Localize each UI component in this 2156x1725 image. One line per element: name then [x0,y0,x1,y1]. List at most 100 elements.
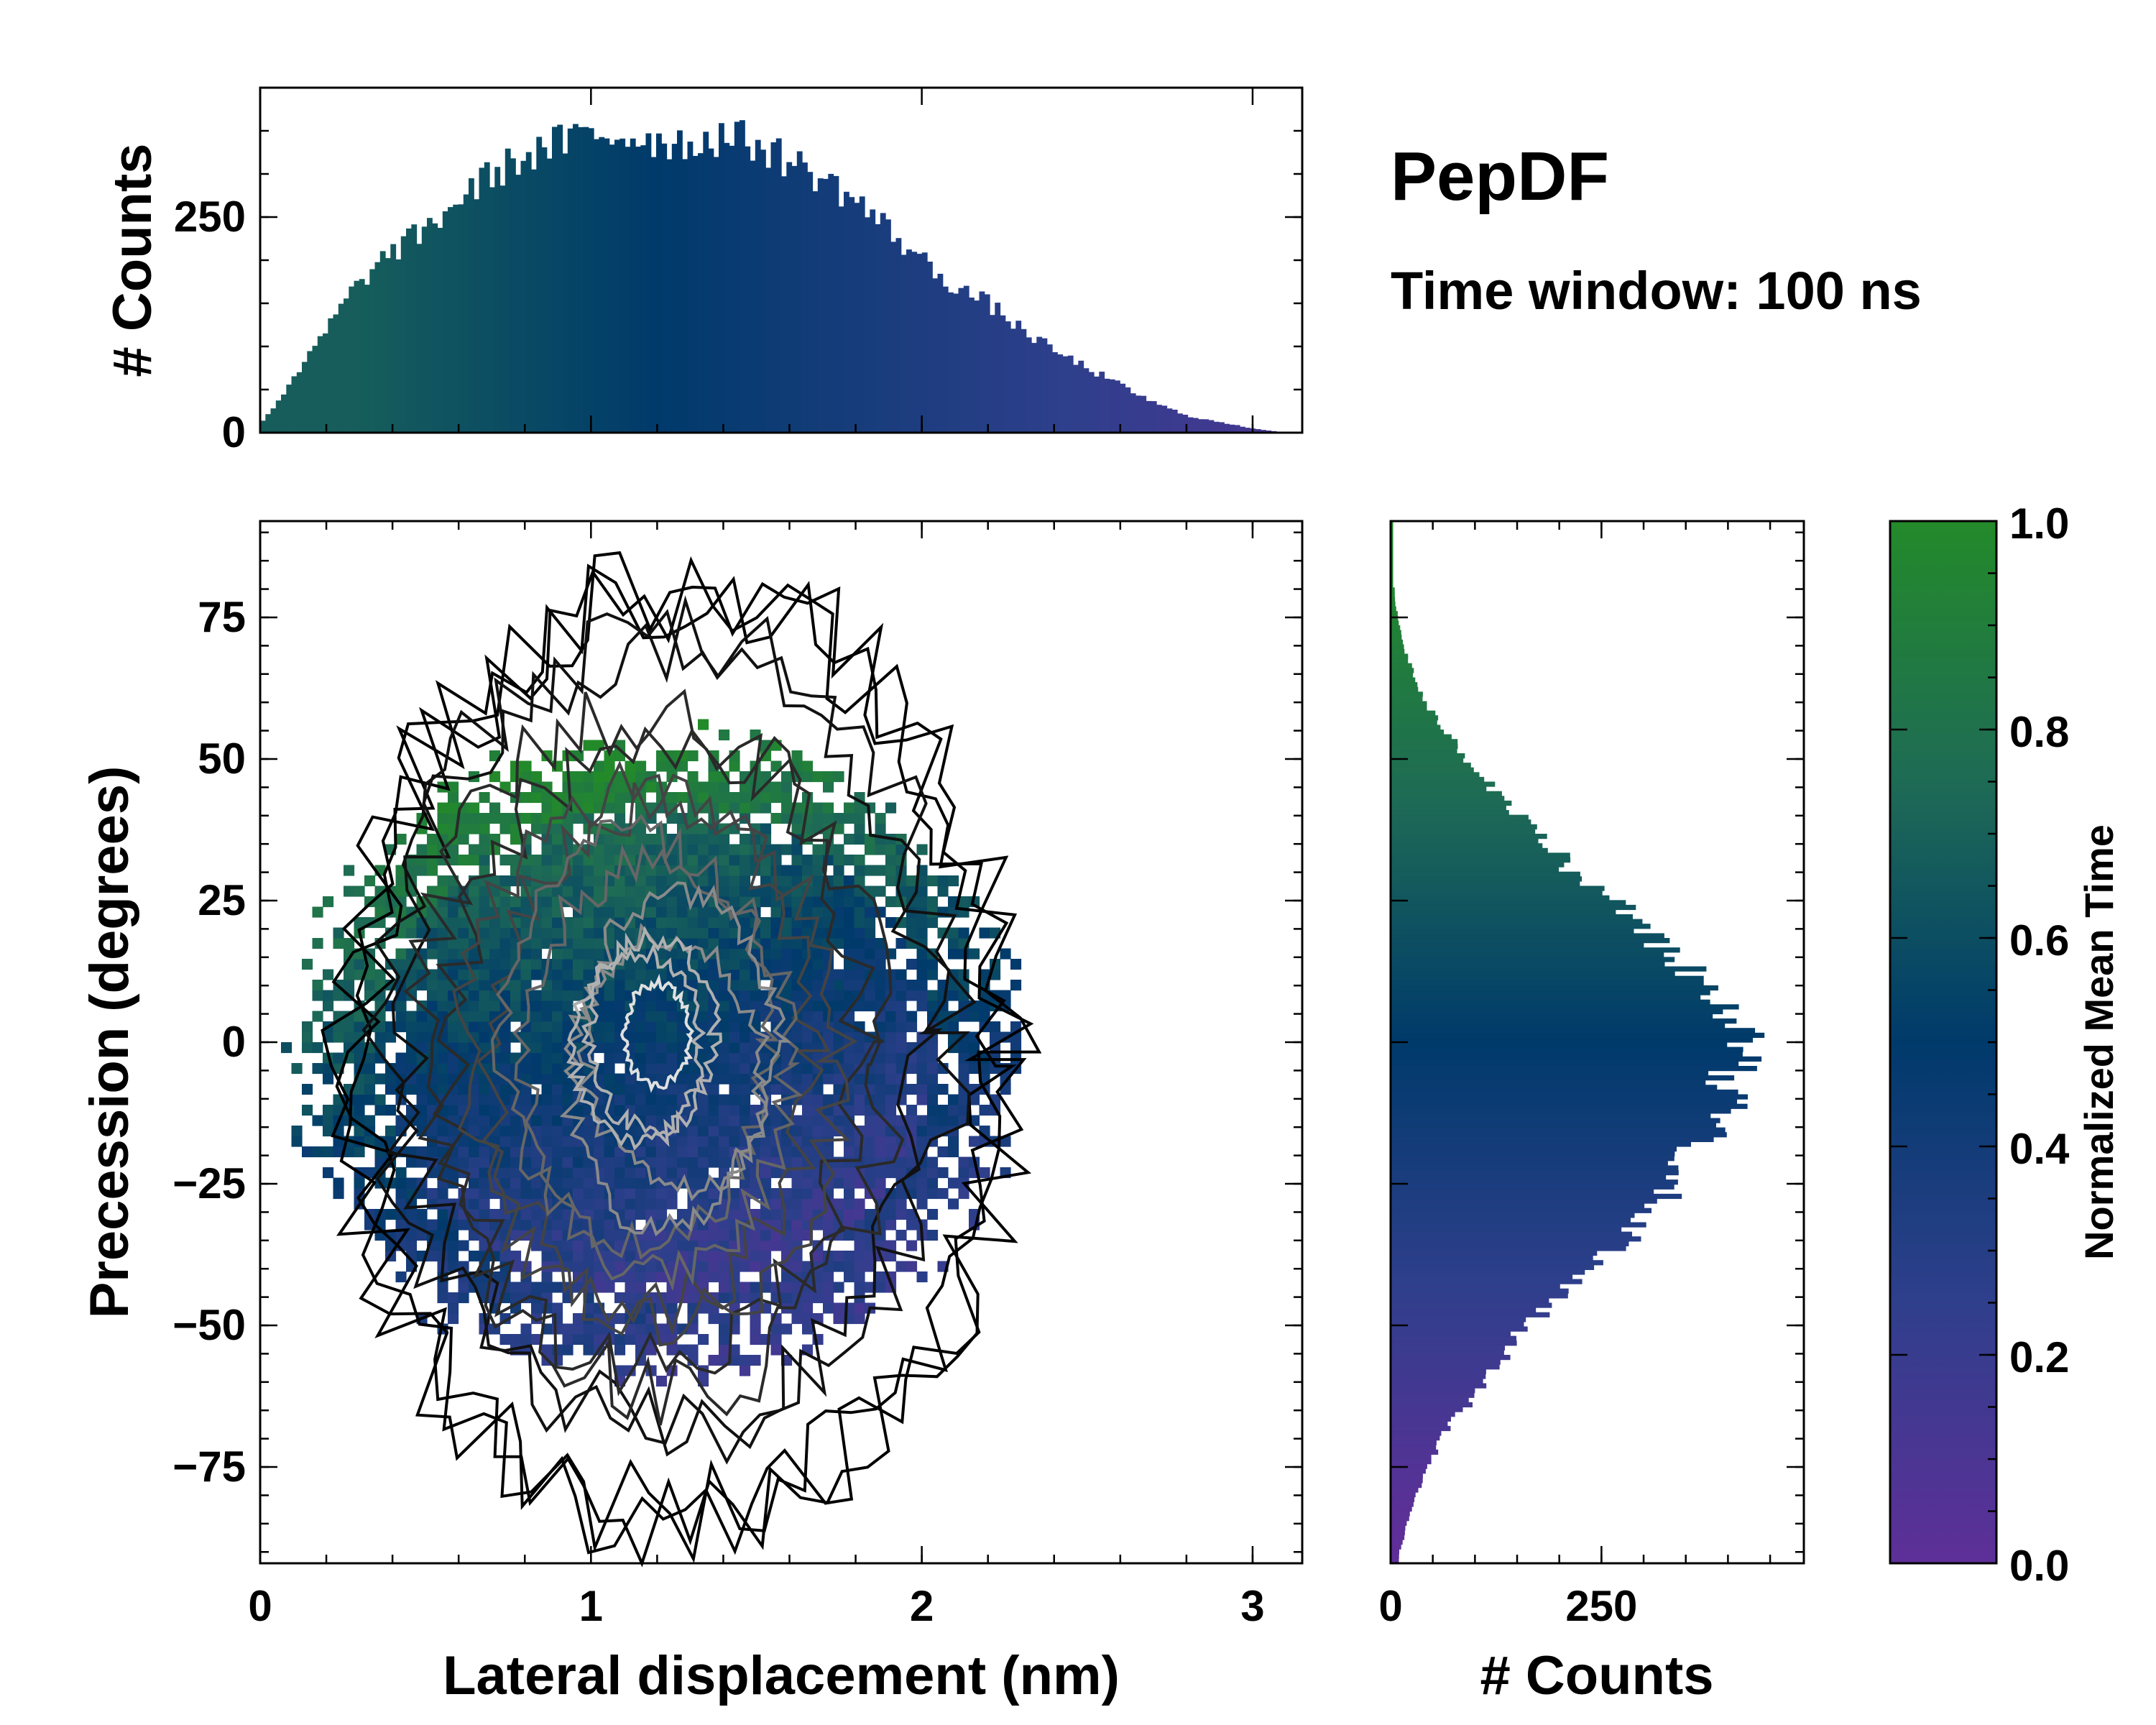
heatmap-cell [552,1063,563,1075]
heatmap-cell [562,969,573,980]
heatmap-cell [406,1052,418,1064]
heatmap-cell [698,938,709,949]
heatmap-cell [510,1282,522,1293]
heatmap-cell [552,823,563,834]
heatmap-cell [656,906,668,918]
top-histogram-bar [765,167,772,433]
heatmap-cell [927,1156,939,1168]
top-histogram-bar [1198,419,1204,433]
heatmap-cell [854,1209,865,1220]
heatmap-cell [948,990,959,1001]
top-histogram-bar [525,152,532,433]
heatmap-cell [740,844,751,855]
top-histogram-bar [270,408,277,433]
right-histogram-bar [1391,999,1710,1005]
heatmap-cell [531,1011,543,1022]
heatmap-cell [656,760,668,772]
heatmap-cell [895,938,907,949]
heatmap-cell [656,1063,668,1075]
right-histogram-bar [1391,1425,1451,1432]
heatmap-cell [802,855,814,866]
heatmap-cell [499,959,511,970]
right-histogram-bar [1391,763,1471,768]
heatmap-cell [760,1177,772,1189]
right-histogram-bar [1391,706,1427,712]
heatmap-cell [823,771,834,783]
heatmap-cell [729,1209,740,1220]
heatmap-cell [875,990,886,1001]
right-histogram-bar [1391,772,1480,778]
heatmap-cell [750,1282,761,1293]
heatmap-cell [344,938,355,949]
heatmap-cell [573,1105,584,1116]
heatmap-cell [614,1000,626,1012]
heatmap-cell [479,855,490,866]
top-histogram-bar [1062,356,1069,433]
heatmap-cell [656,1323,668,1335]
heatmap-cell [875,813,886,824]
right-histogram-bar [1391,663,1412,668]
right-histogram-bar [1391,791,1502,796]
heatmap-cell [625,1094,636,1105]
heatmap-cell [427,1188,438,1200]
heatmap-cell [354,1021,365,1033]
heatmap-cell [469,1167,480,1179]
heatmap-cell [531,1302,543,1314]
heatmap-cell [541,1251,553,1262]
heatmap-cell [677,917,688,929]
heatmap-cell [625,1198,636,1210]
heatmap-cell [291,1063,303,1075]
heatmap-cell [312,980,323,991]
heatmap-cell [906,1219,918,1230]
heatmap-cell [573,865,584,876]
heatmap-cell [573,917,584,929]
heatmap-cell [448,1313,459,1325]
heatmap-cell [427,980,438,991]
heatmap-cell [531,948,543,960]
right-histogram-xlabel: # Counts [1480,1645,1713,1706]
heatmap-cell [990,1031,1001,1043]
top-histogram-bar [1021,328,1027,433]
heatmap-cell [708,906,719,918]
heatmap-cell [531,855,543,866]
heatmap-cell [740,1261,751,1272]
heatmap-cell [395,1052,407,1064]
right-histogram-bar [1391,933,1664,939]
top-histogram-bar [479,167,485,433]
heatmap-cell [844,969,855,980]
heatmap-cell [479,834,490,845]
heatmap-cell [552,865,563,876]
heatmap-cell [614,813,626,824]
heatmap-cell [719,1230,730,1241]
heatmap-cell [499,990,511,1001]
right-histogram-bar [1391,1331,1511,1337]
right-histogram-bar [1391,1146,1677,1152]
right-histogram-bar [1391,1251,1598,1256]
heatmap-cell [604,1251,615,1262]
heatmap-cell [635,1105,647,1116]
right-histogram-bar [1391,606,1396,612]
heatmap-cell [729,1031,740,1043]
heatmap-cell [656,1188,668,1200]
heatmap-cell [916,969,928,980]
heatmap-cell [469,1000,480,1012]
heatmap-cell [729,1094,740,1105]
heatmap-cell [666,896,678,908]
heatmap-cell [677,1136,688,1147]
right-histogram-bar [1391,719,1437,725]
right-histogram-bar [1391,1184,1674,1190]
heatmap-cell [520,1282,532,1293]
heatmap-cell [448,1094,459,1105]
heatmap-cell [541,1115,553,1126]
heatmap-cell [844,1156,855,1168]
right-histogram-bar [1391,743,1458,749]
heatmap-cell [604,980,615,991]
heatmap-cell [677,1031,688,1043]
heatmap-cell [604,1031,615,1043]
right-histogram-bar [1391,530,1393,536]
heatmap-cell [812,1126,824,1137]
heatmap-cell [802,1177,814,1189]
heatmap-cell [802,1094,814,1105]
heatmap-cell [594,855,605,866]
top-histogram-bar [932,278,939,433]
